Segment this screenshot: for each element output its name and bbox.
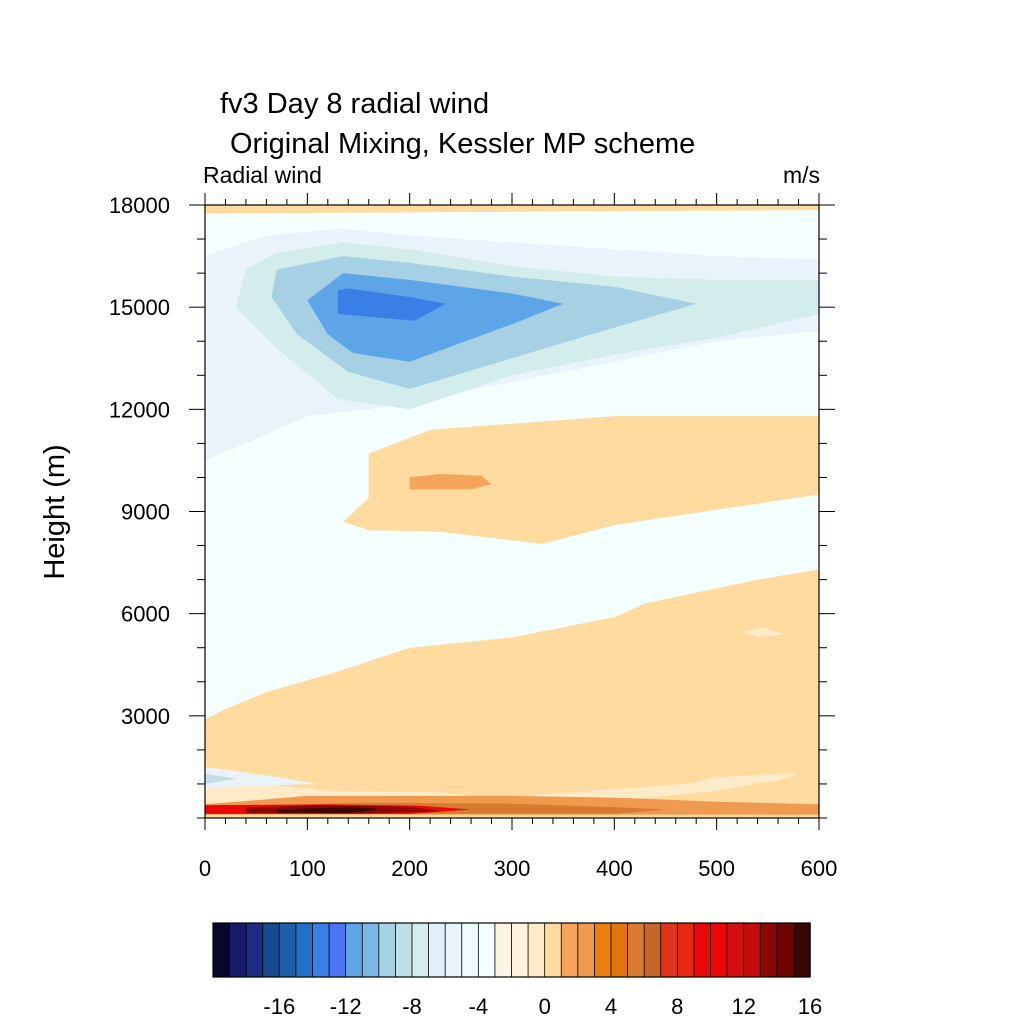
y-axis-label: Height (m) [39, 444, 71, 579]
contour-regions [205, 205, 819, 818]
colorbar-tick-label: -4 [469, 994, 489, 1019]
x-tick-label: 500 [698, 856, 735, 881]
colorbar-swatch [610, 922, 629, 978]
x-tick-label: 300 [494, 856, 531, 881]
contour-region-3 [742, 627, 784, 638]
colorbar-swatch [245, 922, 264, 978]
contour-region-13 [205, 773, 236, 784]
colorbar-swatch [229, 922, 247, 978]
axis-ticks [189, 193, 835, 830]
colorbar-swatch [494, 922, 513, 978]
y-tick-label: 9000 [121, 500, 170, 525]
left-label: Radial wind [203, 162, 322, 188]
colorbar-swatch [544, 922, 562, 978]
colorbar-swatch [776, 922, 795, 978]
colorbar-tick-label: 8 [671, 994, 683, 1019]
colorbar-tick-label: 4 [605, 994, 617, 1019]
y-tick-label: 15000 [109, 295, 170, 320]
colorbar-swatch [643, 922, 662, 978]
x-tick-label: 200 [391, 856, 428, 881]
x-tick-label: 0 [199, 856, 211, 881]
x-tick-label: 100 [289, 856, 326, 881]
contour-region-18 [276, 807, 385, 813]
contour-region-1 [205, 205, 819, 214]
colorbar-tick-label: 12 [731, 994, 755, 1019]
y-tick-label: 12000 [109, 397, 170, 422]
colorbar-swatch [560, 922, 579, 978]
colorbar-swatch [726, 922, 745, 978]
units-label: m/s [783, 162, 820, 188]
colorbar-swatch [278, 922, 297, 978]
contour-region-5 [409, 474, 492, 490]
colorbar-swatch [295, 922, 314, 978]
contour-region-11 [338, 288, 446, 321]
colorbar-swatch [676, 922, 695, 978]
colorbar-swatch [527, 922, 546, 978]
colorbar-swatch [759, 922, 778, 978]
contour-region-0 [205, 569, 819, 818]
colorbar-frame [212, 922, 811, 978]
contour-region-12 [205, 766, 318, 788]
colorbar-swatch [793, 922, 811, 978]
y-tick-labels: 3000 6000 9000 12000 15000 18000 [109, 193, 170, 729]
y-tick-label: 18000 [109, 193, 170, 218]
colorbar-swatch [345, 922, 363, 978]
colorbar-tick-label: 16 [798, 994, 822, 1019]
colorbar-swatch [395, 922, 413, 978]
colorbar-swatch [660, 922, 679, 978]
colorbar-swatch [743, 922, 761, 978]
colorbar-tick-labels: -16 -12 -8 -4 0 4 8 12 16 [263, 994, 822, 1019]
y-tick-label: 3000 [121, 704, 170, 729]
colorbar-tick-label: -16 [263, 994, 295, 1019]
colorbar-swatch [461, 922, 480, 978]
x-tick-labels: 0 100 200 300 400 500 600 [199, 856, 837, 881]
contour-region-2 [343, 416, 819, 544]
contour-region-4 [205, 773, 799, 803]
colorbar-swatch [262, 922, 281, 978]
colorbar-swatch [428, 922, 446, 978]
colorbar-swatch [511, 922, 529, 978]
colorbar-swatch [477, 922, 496, 978]
colorbar-swatch [577, 922, 596, 978]
colorbar-tick-label: 0 [539, 994, 551, 1019]
colorbar-swatch [710, 922, 728, 978]
chart-subtitle: Original Mixing, Kessler MP scheme [230, 128, 695, 160]
plot-frame [204, 204, 820, 819]
colorbar-swatch [594, 922, 612, 978]
chart-title: fv3 Day 8 radial wind [220, 88, 489, 120]
colorbar-tick-label: -12 [330, 994, 362, 1019]
colorbar-swatch [693, 922, 712, 978]
colorbar-swatch [328, 922, 347, 978]
x-tick-label: 600 [801, 856, 838, 881]
colorbar [212, 922, 811, 978]
colorbar-swatch [361, 922, 380, 978]
y-tick-label: 6000 [121, 602, 170, 627]
colorbar-swatch [312, 922, 330, 978]
colorbar-swatch [627, 922, 645, 978]
colorbar-swatch [411, 922, 430, 978]
colorbar-swatch [444, 922, 463, 978]
colorbar-swatch [378, 922, 397, 978]
x-tick-label: 400 [596, 856, 633, 881]
colorbar-swatch [212, 922, 231, 978]
colorbar-tick-label: -8 [402, 994, 422, 1019]
